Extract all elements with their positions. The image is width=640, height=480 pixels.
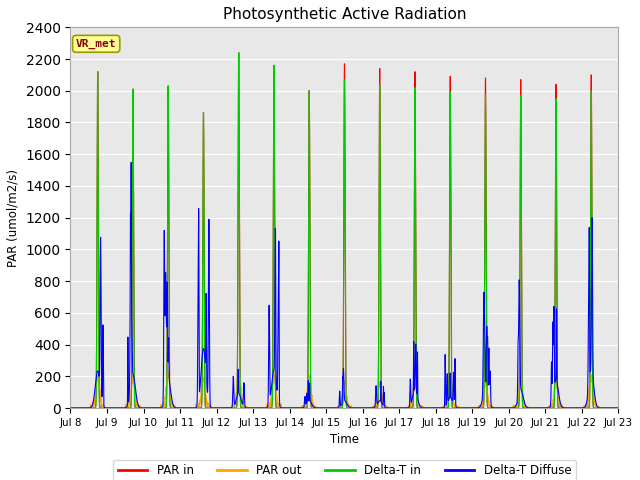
Text: VR_met: VR_met [76,39,116,49]
PAR in [67,405,74,411]
Line: Delta-T in: Delta-T in [70,53,618,408]
Delta-T in [299,405,307,411]
Delta-T Diffuse [67,405,74,411]
PAR in [250,405,257,411]
PAR in [520,405,528,411]
PAR out [67,405,74,411]
Line: Delta-T Diffuse: Delta-T Diffuse [70,163,618,408]
Delta-T in [235,50,243,56]
Delta-T Diffuse [127,160,135,166]
Delta-T Diffuse [400,405,408,411]
X-axis label: Time: Time [330,433,359,446]
PAR out [250,405,257,411]
Line: PAR in: PAR in [70,53,618,408]
PAR out [573,405,581,411]
Delta-T in [67,405,74,411]
Y-axis label: PAR (umol/m2/s): PAR (umol/m2/s) [7,168,20,266]
Delta-T Diffuse [250,405,257,411]
Delta-T Diffuse [299,405,307,411]
Delta-T Diffuse [614,405,622,411]
PAR in [223,405,231,411]
Delta-T Diffuse [520,398,528,404]
Delta-T in [250,405,257,411]
PAR out [235,368,243,374]
Legend: PAR in, PAR out, Delta-T in, Delta-T Diffuse: PAR in, PAR out, Delta-T in, Delta-T Dif… [113,459,576,480]
Delta-T Diffuse [224,405,232,411]
PAR out [299,404,307,410]
PAR out [400,405,408,411]
PAR in [235,50,243,56]
Delta-T Diffuse [573,405,581,411]
Delta-T in [400,405,408,411]
Title: Photosynthetic Active Radiation: Photosynthetic Active Radiation [223,7,466,22]
Delta-T in [573,405,581,411]
PAR in [573,405,581,411]
PAR in [299,405,307,411]
PAR in [614,405,622,411]
Delta-T in [223,405,231,411]
PAR out [520,401,528,407]
PAR in [400,405,408,411]
PAR out [614,405,622,411]
Line: PAR out: PAR out [70,371,618,408]
PAR out [223,405,231,411]
Delta-T in [520,405,528,411]
Delta-T in [614,405,622,411]
